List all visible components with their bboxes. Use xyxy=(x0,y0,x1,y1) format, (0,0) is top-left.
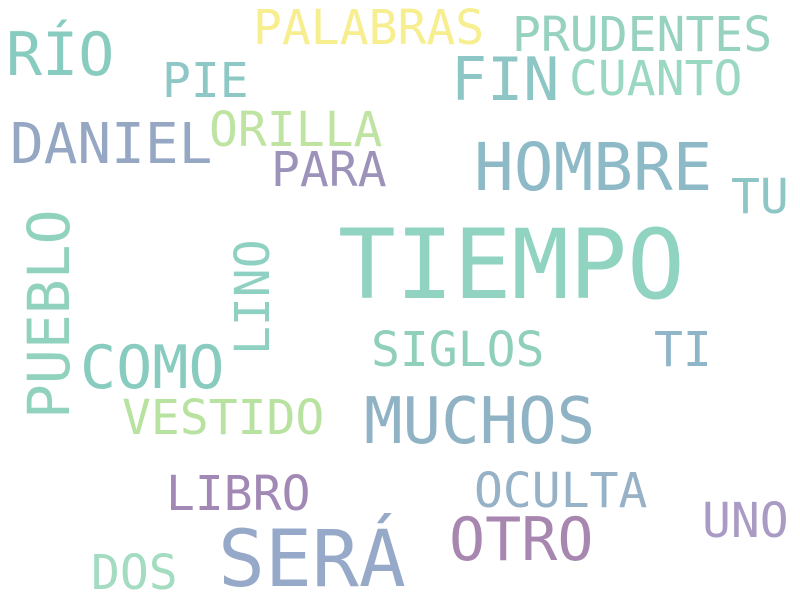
word-fin: FIN xyxy=(451,45,560,115)
word-prudentes: PRUDENTES xyxy=(512,7,773,63)
word-uno: UNO xyxy=(702,493,789,549)
word-libro: LIBRO xyxy=(166,466,311,522)
word-para: PARA xyxy=(271,142,387,198)
word-cuanto: CUANTO xyxy=(569,51,743,107)
word-daniel: DANIEL xyxy=(10,112,213,177)
word-palabras: PALABRAS xyxy=(253,0,485,56)
word-orilla: ORILLA xyxy=(209,102,383,158)
word-otro: OTRO xyxy=(449,505,594,575)
word-sera: SERÁ xyxy=(218,515,406,600)
word-muchos: MUCHOS xyxy=(364,385,596,459)
word-pueblo: PUEBLO xyxy=(15,209,83,419)
word-pie: PIE xyxy=(162,53,249,109)
word-tu: TU xyxy=(731,169,789,225)
word-lino: LINO xyxy=(225,239,281,355)
word-como: COMO xyxy=(80,333,225,403)
word-oculta: OCULTA xyxy=(474,463,648,519)
word-ti: TI xyxy=(654,322,712,378)
word-dos: DOS xyxy=(91,545,178,600)
word-tiempo: TIEMPO xyxy=(338,209,685,321)
word-hombre: HOMBRE xyxy=(474,129,713,206)
word-siglos: SIGLOS xyxy=(371,322,545,378)
word-rio: RÍO xyxy=(6,20,115,90)
word-vestido: VESTIDO xyxy=(122,390,325,446)
